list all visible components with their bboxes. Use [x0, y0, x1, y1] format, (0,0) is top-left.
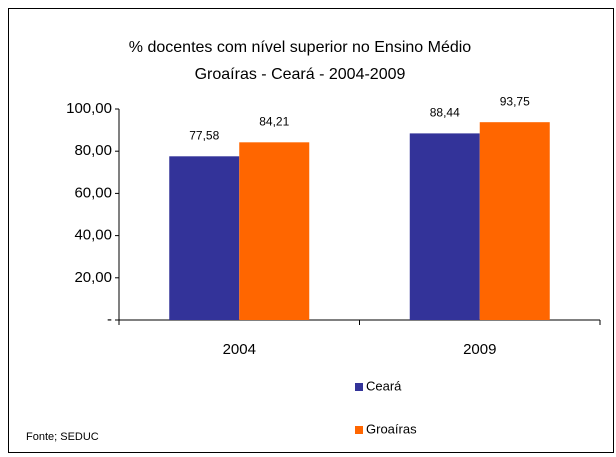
- chart-subtitle: Groaíras - Ceará - 2004-2009: [195, 66, 406, 83]
- y-tick-label: 100,00: [66, 100, 112, 117]
- x-tick-label: 2004: [223, 341, 256, 358]
- y-tick-label: -: [107, 311, 112, 328]
- bar: [479, 122, 550, 320]
- legend-label: Groaíras: [366, 421, 417, 436]
- y-tick-label: 60,00: [74, 184, 112, 201]
- source-note: Fonte; SEDUC: [26, 431, 99, 443]
- value-label: 84,21: [259, 114, 289, 128]
- chart-title: % docentes com nível superior no Ensino …: [129, 39, 472, 56]
- legend-swatch: [355, 426, 363, 434]
- y-tick-label: 80,00: [74, 142, 112, 159]
- legend-label: Ceará: [366, 378, 402, 393]
- bar: [169, 156, 240, 320]
- y-tick-label: 40,00: [74, 227, 112, 244]
- y-tick-label: 20,00: [74, 269, 112, 286]
- bar: [239, 142, 310, 320]
- value-label: 88,44: [430, 106, 460, 120]
- legend-swatch: [355, 383, 363, 391]
- bar: [409, 133, 480, 320]
- value-label: 93,75: [500, 94, 530, 108]
- value-label: 77,58: [189, 128, 219, 142]
- x-tick-label: 2009: [463, 341, 496, 358]
